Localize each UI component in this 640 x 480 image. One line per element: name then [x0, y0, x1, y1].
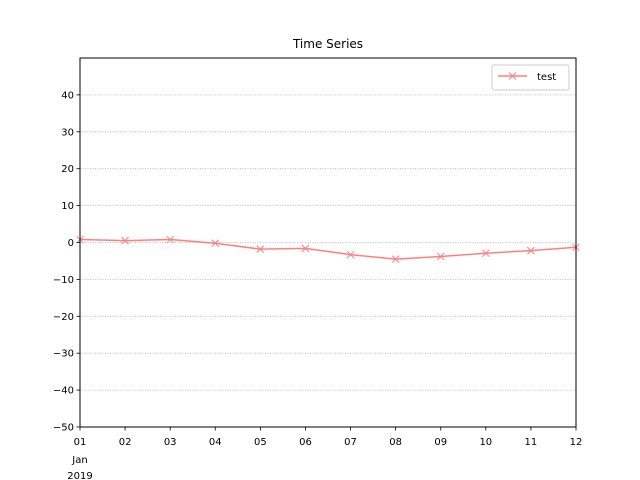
data-point	[121, 236, 129, 245]
data-point	[436, 252, 445, 261]
x-tick-label: 04	[209, 437, 222, 448]
x-tick-label: 03	[164, 437, 177, 448]
x-axis: 01 02 03 04 05 06 07 08 09 10 11 12	[74, 427, 583, 448]
y-tick-label: 30	[61, 127, 74, 138]
x-tick-label: 01	[74, 437, 87, 448]
y-tick-label: −30	[53, 349, 74, 360]
data-point	[481, 249, 490, 258]
plot-area	[76, 235, 580, 263]
y-tick-label: −50	[53, 423, 74, 434]
grid-lines	[80, 94, 576, 391]
x-tick-label: 05	[254, 437, 267, 448]
data-point	[527, 246, 535, 255]
y-tick-label: 0	[68, 238, 74, 249]
legend-label: test	[537, 72, 556, 83]
x-axis-sublabel-month: Jan	[71, 455, 87, 466]
y-tick-label: −20	[53, 312, 74, 323]
chart-title: Time Series	[292, 37, 363, 51]
legend-box	[491, 64, 570, 91]
y-tick-label: 20	[61, 164, 74, 175]
x-tick-label: 07	[344, 437, 357, 448]
x-tick-label: 11	[525, 437, 538, 448]
y-tick-label: −40	[53, 386, 74, 397]
y-axis: −50 −40 −30 −20 −10 0 10 20 30 40	[53, 90, 80, 434]
legend-marker	[508, 72, 517, 80]
x-tick-label: 10	[479, 437, 492, 448]
series-line	[79, 238, 577, 260]
y-tick-label: −10	[53, 275, 74, 286]
data-point	[346, 250, 355, 259]
data-point	[166, 235, 175, 244]
x-tick-label: 02	[119, 437, 132, 448]
legend-x-marker	[508, 72, 517, 80]
y-tick-label: 40	[61, 90, 74, 101]
y-tick-label: 10	[61, 201, 74, 212]
x-tick-label: 06	[299, 437, 312, 448]
data-point	[256, 245, 265, 253]
x-tick-label: 08	[389, 437, 402, 448]
x-tick-label: 12	[570, 437, 583, 448]
x-tick-label: 09	[434, 437, 447, 448]
data-point	[391, 255, 400, 263]
data-point	[211, 239, 220, 248]
legend: test	[491, 64, 570, 91]
data-point	[301, 244, 310, 253]
x-axis-sublabel-year: 2019	[67, 471, 92, 480]
